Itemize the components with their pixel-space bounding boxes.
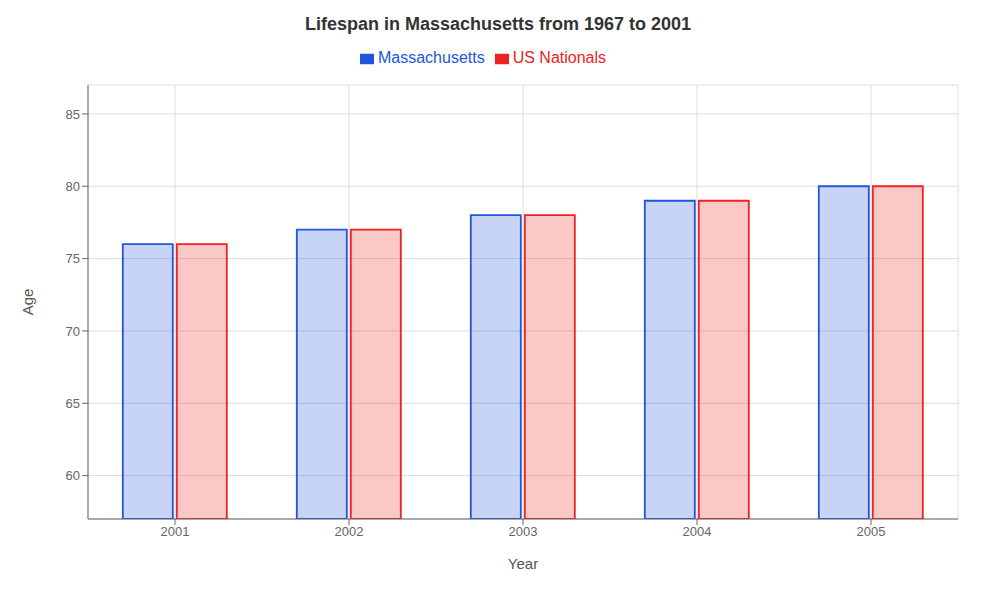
svg-text:85: 85 [66,107,80,122]
svg-text:2004: 2004 [683,524,712,539]
svg-text:80: 80 [66,179,80,194]
svg-text:2002: 2002 [335,524,364,539]
svg-text:70: 70 [66,324,80,339]
svg-text:Year: Year [508,555,538,572]
svg-text:60: 60 [66,468,80,483]
html-text:Massachusetts: Massachusetts [378,49,485,66]
svg-text:65: 65 [66,396,80,411]
svg-text:2001: 2001 [161,524,190,539]
svg-text:Age: Age [19,289,36,316]
html-text:US Nationals: US Nationals [512,49,606,66]
svg-text:2003: 2003 [509,524,538,539]
svg-text:75: 75 [66,251,80,266]
html-text:Lifespan in Massachusetts from: Lifespan in Massachusetts from 1967 to 2… [304,14,692,34]
svg-text:2005: 2005 [857,524,886,539]
